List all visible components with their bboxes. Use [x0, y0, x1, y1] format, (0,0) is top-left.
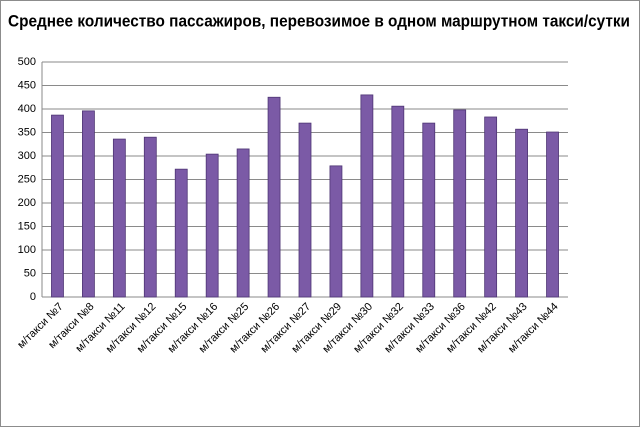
bar [112, 138, 126, 298]
y-tick-label: 500 [18, 56, 36, 68]
bar [267, 96, 281, 298]
bar [515, 128, 528, 298]
bar [422, 122, 436, 298]
bar [546, 131, 559, 298]
y-tick-label: 50 [24, 267, 36, 279]
chart-title: Среднее количество пассажиров, перевозим… [8, 11, 630, 30]
bar [329, 165, 343, 298]
bar [174, 168, 188, 298]
y-tick-label: 0 [30, 291, 36, 303]
y-tick-label: 100 [18, 244, 36, 256]
y-tick-label: 300 [18, 150, 36, 162]
y-tick-label: 200 [18, 197, 36, 209]
y-tick-label: 450 [18, 79, 36, 91]
bar [82, 110, 95, 298]
bar [143, 136, 157, 298]
y-tick-label: 350 [18, 126, 36, 138]
y-tick-label: 400 [18, 103, 36, 115]
bar [360, 94, 374, 298]
bar [484, 116, 498, 298]
bar [236, 148, 250, 298]
y-tick-label: 250 [18, 173, 36, 185]
bar [51, 114, 64, 298]
bar [453, 109, 467, 298]
y-tick-label: 150 [18, 220, 36, 232]
bar [205, 153, 219, 298]
bar [298, 122, 312, 298]
bar [391, 105, 405, 298]
